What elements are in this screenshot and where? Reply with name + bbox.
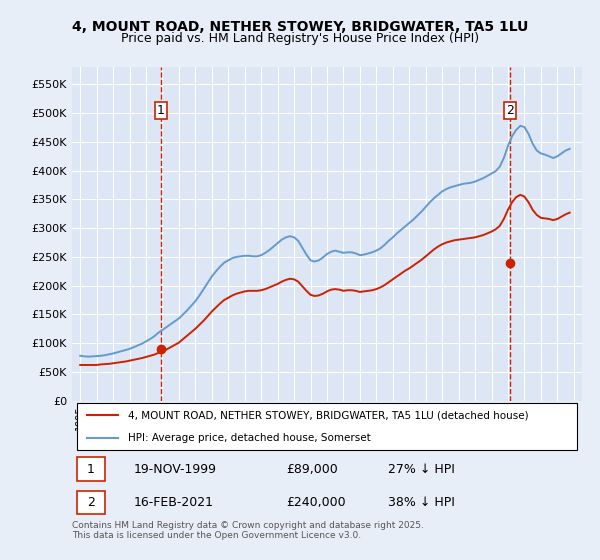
Text: Contains HM Land Registry data © Crown copyright and database right 2025.
This d: Contains HM Land Registry data © Crown c…: [72, 521, 424, 540]
Text: 1: 1: [87, 463, 95, 475]
Text: 4, MOUNT ROAD, NETHER STOWEY, BRIDGWATER, TA5 1LU (detached house): 4, MOUNT ROAD, NETHER STOWEY, BRIDGWATER…: [128, 410, 529, 420]
Text: 16-FEB-2021: 16-FEB-2021: [133, 496, 213, 509]
Text: Price paid vs. HM Land Registry's House Price Index (HPI): Price paid vs. HM Land Registry's House …: [121, 32, 479, 45]
Text: 19-NOV-1999: 19-NOV-1999: [133, 463, 216, 475]
Text: £89,000: £89,000: [286, 463, 338, 475]
Text: 27% ↓ HPI: 27% ↓ HPI: [388, 463, 455, 475]
Text: 4, MOUNT ROAD, NETHER STOWEY, BRIDGWATER, TA5 1LU: 4, MOUNT ROAD, NETHER STOWEY, BRIDGWATER…: [72, 20, 528, 34]
FancyBboxPatch shape: [77, 403, 577, 450]
Text: 38% ↓ HPI: 38% ↓ HPI: [388, 496, 455, 509]
FancyBboxPatch shape: [77, 491, 105, 514]
Text: HPI: Average price, detached house, Somerset: HPI: Average price, detached house, Some…: [128, 433, 371, 443]
FancyBboxPatch shape: [77, 458, 105, 481]
Text: £240,000: £240,000: [286, 496, 346, 509]
Text: 1: 1: [157, 104, 165, 117]
Text: 2: 2: [87, 496, 95, 509]
Text: 2: 2: [506, 104, 514, 117]
